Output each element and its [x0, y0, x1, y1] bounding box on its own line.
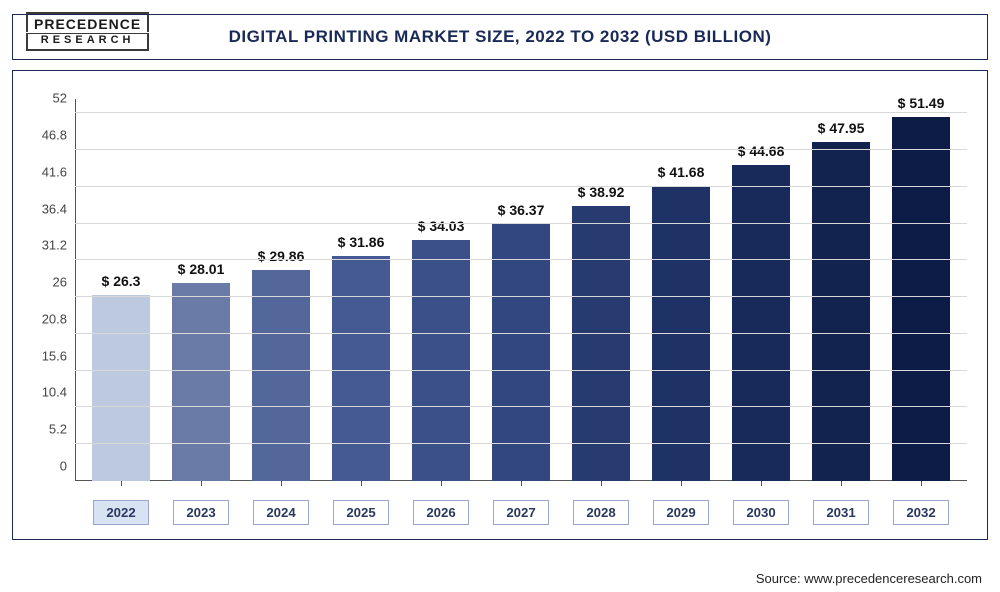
bar-slot: $ 38.92	[561, 99, 641, 481]
gridline	[75, 259, 967, 260]
x-tick: 2025	[321, 500, 401, 525]
x-tick-mark	[361, 481, 362, 486]
bar-value-label: $ 47.95	[818, 120, 865, 136]
logo-line2: RESEARCH	[26, 33, 149, 51]
bar-value-label: $ 29.86	[258, 248, 305, 264]
gridline	[75, 333, 967, 334]
gridline	[75, 149, 967, 150]
x-tick-label: 2031	[813, 500, 868, 525]
x-tick-mark	[521, 481, 522, 486]
logo-line1: PRECEDENCE	[26, 12, 149, 32]
bar-rect	[92, 295, 150, 481]
bar-rect	[732, 165, 790, 481]
brand-logo: PRECEDENCE RESEARCH	[26, 12, 149, 51]
plot-area: $ 26.3 $ 28.01 $ 29.86 $ 31.86 $ 34.03 $ 36.3…	[75, 99, 967, 481]
x-tick-label: 2025	[333, 500, 388, 525]
gridline	[75, 296, 967, 297]
x-tick: 2032	[881, 500, 961, 525]
bar-rect	[412, 240, 470, 481]
bar-value-label: $ 44.68	[738, 143, 785, 159]
bar-slot: $ 47.95	[801, 99, 881, 481]
x-tick: 2030	[721, 500, 801, 525]
x-tick-mark	[601, 481, 602, 486]
x-tick-label: 2029	[653, 500, 708, 525]
bar-slot: $ 29.86	[241, 99, 321, 481]
source-line: Source: www.precedenceresearch.com	[756, 571, 982, 586]
bar-slot: $ 36.37	[481, 99, 561, 481]
y-tick: 10.4	[42, 385, 75, 400]
source-text: www.precedenceresearch.com	[804, 571, 982, 586]
x-tick-mark	[441, 481, 442, 486]
x-tick-mark	[841, 481, 842, 486]
x-tick: 2031	[801, 500, 881, 525]
y-tick: 41.6	[42, 164, 75, 179]
bar-rect	[172, 283, 230, 481]
x-tick-mark	[201, 481, 202, 486]
bar-value-label: $ 51.49	[898, 95, 945, 111]
bar-value-label: $ 41.68	[658, 164, 705, 180]
x-tick-label: 2032	[893, 500, 948, 525]
x-tick: 2026	[401, 500, 481, 525]
bar-slot: $ 44.68	[721, 99, 801, 481]
gridline	[75, 223, 967, 224]
bar-slot: $ 26.3	[81, 99, 161, 481]
bar-rect	[812, 142, 870, 481]
bar-rect	[252, 270, 310, 481]
bar-slot: $ 34.03	[401, 99, 481, 481]
y-tick: 5.2	[49, 422, 75, 437]
x-tick-label: 2030	[733, 500, 788, 525]
x-tick: 2028	[561, 500, 641, 525]
bar-rect	[572, 206, 630, 481]
bar-value-label: $ 36.37	[498, 202, 545, 218]
gridline	[75, 112, 967, 113]
x-tick: 2024	[241, 500, 321, 525]
bar-slot: $ 41.68	[641, 99, 721, 481]
bar-slot: $ 51.49	[881, 99, 961, 481]
bars-group: $ 26.3 $ 28.01 $ 29.86 $ 31.86 $ 34.03 $ 36.3…	[75, 99, 967, 481]
y-tick: 15.6	[42, 348, 75, 363]
x-tick-mark	[761, 481, 762, 486]
x-tick-label: 2023	[173, 500, 228, 525]
gridline	[75, 370, 967, 371]
x-tick-label: 2022	[93, 500, 148, 525]
x-tick-mark	[681, 481, 682, 486]
source-prefix: Source:	[756, 571, 804, 586]
x-tick: 2027	[481, 500, 561, 525]
y-tick: 36.4	[42, 201, 75, 216]
y-tick: 0	[60, 459, 75, 474]
x-tick-mark	[121, 481, 122, 486]
x-tick: 2022	[81, 500, 161, 525]
gridline	[75, 406, 967, 407]
y-tick: 31.2	[42, 238, 75, 253]
x-tick-label: 2024	[253, 500, 308, 525]
bar-value-label: $ 34.03	[418, 218, 465, 234]
x-tick-row: 2022 2023 2024 2025 2026 2027 2028 2029 2030 2031…	[75, 500, 967, 525]
bar-value-label: $ 31.86	[338, 234, 385, 250]
gridline	[75, 186, 967, 187]
bar-rect	[892, 117, 950, 481]
chart-title: DIGITAL PRINTING MARKET SIZE, 2022 TO 20…	[229, 27, 772, 47]
y-tick: 20.8	[42, 311, 75, 326]
bar-value-label: $ 28.01	[178, 261, 225, 277]
x-tick-label: 2028	[573, 500, 628, 525]
x-tick-mark	[281, 481, 282, 486]
chart-title-bar: DIGITAL PRINTING MARKET SIZE, 2022 TO 20…	[12, 14, 988, 60]
chart-container: $ 26.3 $ 28.01 $ 29.86 $ 31.86 $ 34.03 $ 36.3…	[12, 70, 988, 540]
bar-rect	[332, 256, 390, 481]
x-tick: 2029	[641, 500, 721, 525]
y-tick: 26	[53, 275, 75, 290]
y-tick: 52	[53, 91, 75, 106]
page-root: PRECEDENCE RESEARCH DIGITAL PRINTING MAR…	[0, 0, 1000, 592]
y-tick: 46.8	[42, 127, 75, 142]
x-tick-label: 2026	[413, 500, 468, 525]
gridline	[75, 443, 967, 444]
x-tick-mark	[921, 481, 922, 486]
x-tick-label: 2027	[493, 500, 548, 525]
bar-slot: $ 31.86	[321, 99, 401, 481]
x-tick: 2023	[161, 500, 241, 525]
bar-value-label: $ 26.3	[102, 273, 141, 289]
bar-slot: $ 28.01	[161, 99, 241, 481]
